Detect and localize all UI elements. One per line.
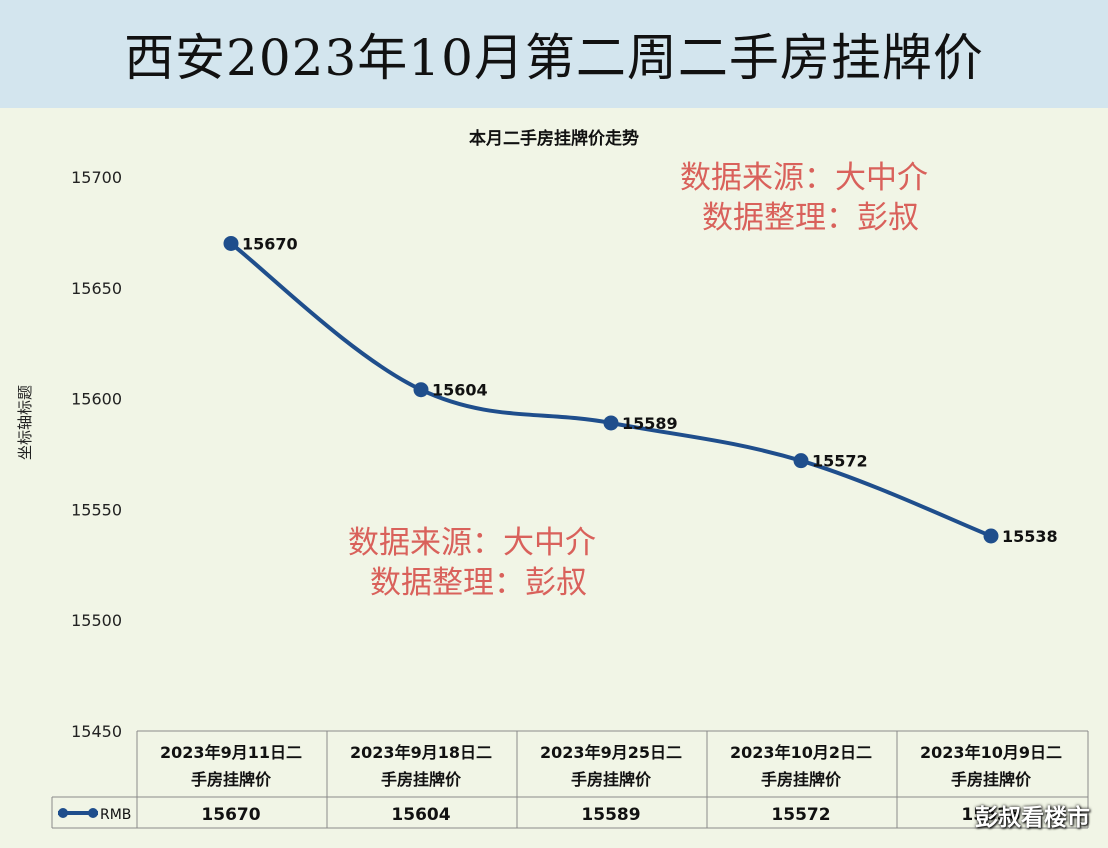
data-label: 15589 [622, 414, 678, 433]
x-tick-label: 2023年9月18日二 [350, 743, 492, 762]
table-value: 15572 [771, 805, 830, 825]
chart-title: 本月二手房挂牌价走势 [469, 129, 639, 149]
legend-label: RMB [100, 807, 131, 823]
main-title: 西安2023年10月第二周二手房挂牌价 [124, 29, 984, 87]
table-value: 15538 [961, 805, 1020, 825]
table-value: 15604 [391, 805, 450, 825]
y-tick-label: 15600 [71, 390, 122, 409]
watermark-author: 数据整理：彭叔 [702, 200, 919, 236]
watermark-source: 数据来源：大中介 [348, 525, 596, 561]
watermark-source: 数据来源：大中介 [680, 160, 928, 196]
data-point [413, 382, 429, 398]
y-tick-label: 15550 [71, 500, 122, 519]
x-tick-label: 2023年10月2日二 [730, 743, 872, 762]
table-value: 15670 [201, 805, 260, 825]
x-tick-label: 2023年9月11日二 [160, 743, 302, 762]
y-tick-label: 15700 [71, 168, 122, 187]
x-tick-label: 2023年10月9日二 [920, 743, 1062, 762]
data-point [223, 235, 239, 251]
x-tick-label: 2023年9月25日二 [540, 743, 682, 762]
x-tick-label: 手房挂牌价 [571, 770, 652, 789]
series-line [229, 241, 993, 538]
header-banner: 西安2023年10月第二周二手房挂牌价 [0, 0, 1108, 108]
data-label: 15670 [242, 234, 298, 253]
y-tick-label: 15650 [71, 279, 122, 298]
watermark-top: 数据来源：大中介 数据整理：彭叔 [680, 158, 928, 238]
watermark-author: 数据整理：彭叔 [370, 565, 587, 601]
brand-watermark: 彭叔看楼市 [975, 805, 1090, 831]
table-value: 15589 [581, 805, 640, 825]
watermark-middle: 数据来源：大中介 数据整理：彭叔 [348, 523, 596, 603]
data-label: 15572 [812, 452, 868, 471]
data-point [603, 415, 619, 431]
legend-marker [58, 808, 68, 818]
y-tick-label: 15500 [71, 611, 122, 630]
chart-area [0, 108, 1108, 848]
x-tick-label: 手房挂牌价 [191, 770, 272, 789]
data-label: 15538 [1002, 527, 1058, 546]
x-tick-label: 手房挂牌价 [381, 770, 462, 789]
legend-marker [88, 808, 98, 818]
x-tick-label: 手房挂牌价 [951, 770, 1032, 789]
y-tick-label: 15450 [71, 722, 122, 741]
data-point [983, 528, 999, 544]
data-point [793, 453, 809, 469]
x-tick-label: 手房挂牌价 [761, 770, 842, 789]
data-label: 15604 [432, 381, 488, 400]
